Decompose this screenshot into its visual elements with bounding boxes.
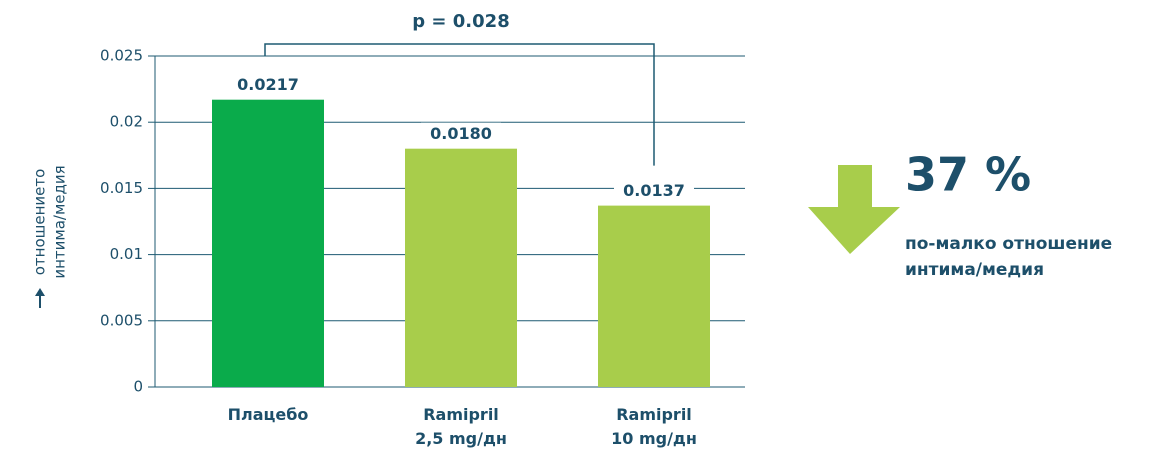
y-label-line: интима/медия — [51, 165, 69, 278]
value-label-bg — [421, 122, 501, 145]
y-arrow — [35, 288, 45, 308]
y-tick-label: 0.015 — [100, 179, 143, 197]
y-tick-label: 0 — [133, 378, 143, 396]
bracket — [264, 43, 655, 166]
y-tick-label: 0.005 — [100, 311, 143, 329]
down-arrow — [808, 165, 900, 254]
headline: 37 % — [905, 148, 1031, 202]
y-tick-label: 0.01 — [110, 245, 143, 263]
value-label: 0.0180 — [430, 124, 492, 143]
y-label-line: отношението — [31, 169, 49, 276]
y-axis-label: отношението интима/медия — [31, 165, 69, 278]
x-tick-label: Плацебо — [228, 405, 309, 424]
x-tick-label: Ramipril 2,5 mg/дн — [415, 405, 507, 448]
callout-text: по-малко отношение — [905, 234, 1112, 254]
bar — [598, 205, 710, 387]
value-label: 0.0137 — [623, 181, 685, 200]
y-tick-label: 0.02 — [110, 113, 143, 131]
p-value: p = 0.028 — [412, 11, 509, 32]
value-label-bg — [228, 73, 308, 96]
x-tick-label: Ramipril 10 mg/дн — [611, 405, 697, 448]
y-tick-label: 0.025 — [100, 47, 143, 65]
bar — [405, 148, 517, 387]
value-label: 0.0217 — [237, 75, 299, 94]
callout-text: интима/медия — [905, 260, 1044, 280]
value-label-bg — [614, 179, 694, 202]
bar — [212, 99, 324, 387]
